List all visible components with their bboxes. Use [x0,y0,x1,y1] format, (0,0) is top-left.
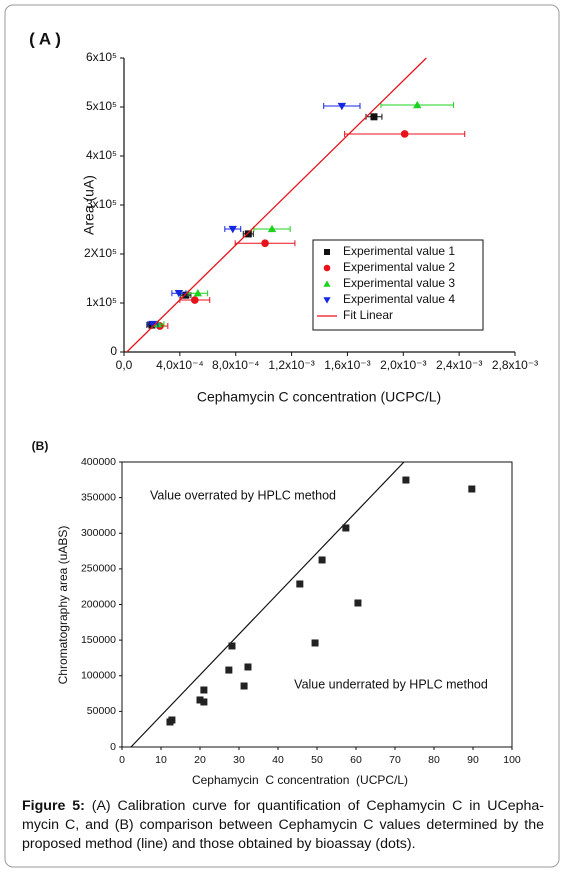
point [196,696,204,704]
y-tick-label: 1x10⁵ [86,295,117,309]
point [228,642,236,650]
y-tick-label: 50000 [87,705,116,717]
x-tick-label: 100 [503,754,521,766]
point [174,290,184,298]
point [311,639,319,647]
page-border [4,4,560,868]
point [354,599,362,607]
y-axis-label: Chromatography area (uABS) [56,526,70,685]
legend-marker [324,249,330,255]
point [200,698,208,706]
point [370,113,378,121]
x-tick-label: 1,2x10⁻³ [268,358,314,372]
point [190,296,199,304]
x-tick-label: 70 [389,754,401,766]
point [148,320,158,329]
y-tick-label: 2X10⁵ [84,246,117,260]
point [225,666,233,674]
y-tick-label: 5x10⁵ [86,99,117,113]
legend-label: Experimental value 3 [343,276,455,290]
legend-marker [323,264,331,272]
point [244,663,252,671]
x-tick-label: 2,8x10⁻³ [492,358,538,372]
x-tick-label: 90 [467,754,479,766]
x-tick-label: 10 [155,754,167,766]
annotation: Value overrated by HPLC method [150,488,336,502]
point [342,524,350,532]
x-axis-label: Cephamycin C concentration (UCPC/L) [192,773,408,787]
y-tick-label: 200000 [81,598,116,610]
point [468,485,476,493]
x-tick-label: 20 [194,754,206,766]
point [240,682,248,690]
legend-label: Experimental value 1 [343,244,455,258]
x-tick-label: 2,0x10⁻³ [380,358,426,372]
y-tick-label: 3x10⁵ [86,197,117,211]
point [261,239,269,248]
point [296,580,304,588]
legend-label: Experimental value 4 [343,292,455,306]
x-tick-label: 1,6x10⁻³ [324,358,370,372]
reference-line [130,461,405,748]
point [400,130,409,138]
x-tick-label: 0 [119,754,125,766]
plot-frame [121,461,513,748]
x-tick-label: 30 [233,754,245,766]
point [337,102,347,111]
point [200,686,208,694]
caption: Figure 5: (A) Calibration curve for quan… [22,797,544,854]
point [193,289,203,297]
chart-title: (B) [32,439,49,453]
y-tick-label: 0 [110,741,116,753]
caption-label: Figure 5: [22,798,85,814]
x-tick-label: 60 [350,754,362,766]
y-tick-label: 6x10⁵ [86,50,117,64]
point [413,100,422,109]
x-tick-label: 4,0x10⁻⁴ [156,358,204,372]
x-tick-label: 80 [428,754,440,766]
y-tick-label: 4x10⁵ [86,148,117,162]
point [267,224,277,233]
chart-title: ( A ) [29,29,61,48]
y-tick-label: 0 [110,344,117,358]
annotation: Value underrated by HPLC method [294,677,488,691]
legend-label: Fit Linear [343,308,393,322]
point [228,225,237,234]
y-tick-label: 400000 [81,456,116,468]
x-tick-label: 40 [272,754,284,766]
legend-marker [323,297,331,304]
y-tick-label: 100000 [81,670,116,682]
y-tick-label: 350000 [81,491,116,503]
x-tick-label: 0,0 [116,358,133,372]
x-tick-label: 2,4x10⁻³ [436,358,482,372]
point [244,230,252,238]
y-axis-label: Area (uA) [81,175,97,235]
legend-label: Experimental value 2 [343,260,455,274]
point [168,716,176,724]
fit-line [126,57,427,353]
x-tick-label: 50 [311,754,323,766]
legend-box [312,239,484,331]
point [318,556,326,564]
x-axis-label: Cephamycin C concentration (UCPC/L) [197,389,441,405]
y-tick-label: 150000 [81,634,116,646]
legend-marker [323,280,331,287]
y-tick-label: 300000 [81,527,116,539]
caption-text: (A) Calibration curve for quantification… [22,798,544,852]
x-tick-label: 8,0x10⁻⁴ [212,358,260,372]
y-tick-label: 250000 [81,563,116,575]
point [402,476,410,484]
